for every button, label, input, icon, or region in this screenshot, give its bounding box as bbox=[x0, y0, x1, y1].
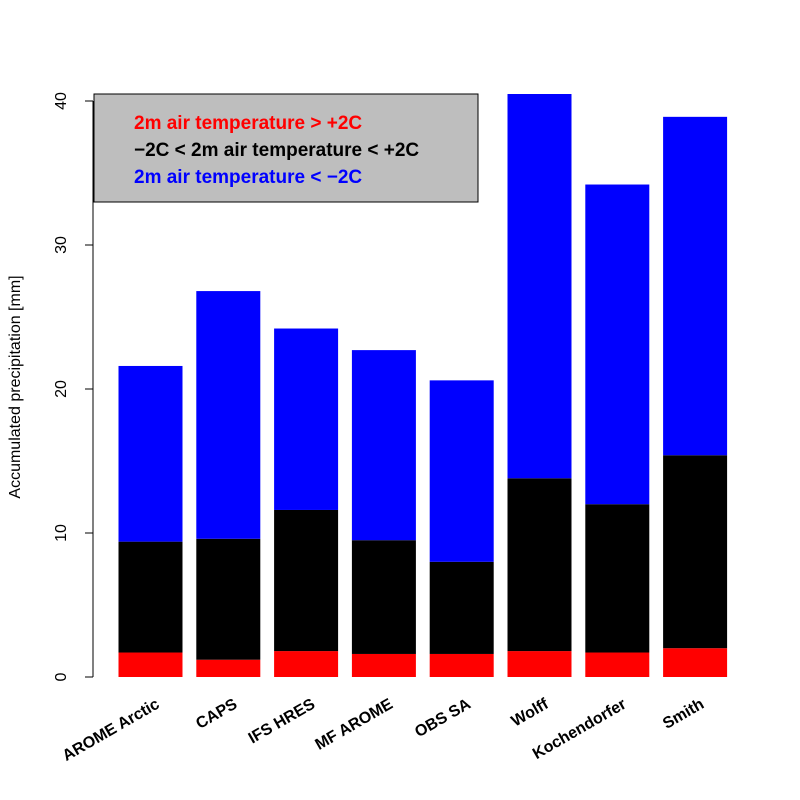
bar-segment bbox=[585, 504, 650, 653]
bar-segment bbox=[507, 651, 572, 677]
y-tick-label: 10 bbox=[53, 524, 70, 542]
x-tick-label: Wolff bbox=[509, 695, 552, 730]
bar-segment bbox=[663, 116, 728, 456]
x-tick-label: MF AROME bbox=[312, 696, 396, 754]
bar-segment bbox=[585, 184, 650, 505]
legend-box bbox=[93, 93, 479, 203]
legend-entry: 2m air temperature < −2C bbox=[134, 167, 362, 188]
y-tick-label: 30 bbox=[53, 236, 70, 254]
x-tick-label: OBS SA bbox=[412, 696, 474, 742]
bar-segment bbox=[118, 541, 183, 653]
bar-segment bbox=[351, 653, 416, 677]
bar-segment bbox=[118, 365, 183, 542]
bar-segment bbox=[429, 380, 494, 562]
bar-segment bbox=[274, 651, 339, 677]
y-tick-label: 20 bbox=[53, 380, 70, 398]
bar-segment bbox=[429, 561, 494, 654]
bar-segment bbox=[507, 478, 572, 652]
y-axis: 0 10 20 30 40 bbox=[53, 92, 94, 681]
bar-segment bbox=[429, 653, 494, 677]
y-axis-label: Accumulated precipitation [mm] bbox=[7, 275, 24, 498]
bar-segment bbox=[585, 652, 650, 677]
bar-segment bbox=[118, 652, 183, 677]
y-tick-label: 0 bbox=[53, 672, 70, 681]
bars bbox=[118, 94, 728, 677]
y-tick-label: 40 bbox=[53, 92, 70, 110]
bar-segment bbox=[196, 538, 261, 660]
legend-entry: 2m air temperature > +2C bbox=[134, 113, 362, 134]
x-tick-label: IFS HRES bbox=[246, 696, 319, 748]
x-tick-label: Smith bbox=[660, 696, 707, 733]
bar-segment bbox=[196, 291, 261, 539]
bar-segment bbox=[351, 540, 416, 654]
bar-segment bbox=[274, 328, 339, 510]
x-tick-label: AROME Arctic bbox=[60, 696, 163, 765]
bar-segment bbox=[274, 509, 339, 652]
bar-segment bbox=[663, 455, 728, 649]
bar-segment bbox=[507, 94, 572, 479]
bar-segment bbox=[196, 659, 261, 677]
bar-segment bbox=[663, 648, 728, 677]
legend-entry: −2C < 2m air temperature < +2C bbox=[134, 140, 419, 161]
x-tick-label: CAPS bbox=[193, 696, 240, 733]
legend: 2m air temperature > +2C −2C < 2m air tem… bbox=[93, 93, 479, 203]
bar-segment bbox=[351, 350, 416, 541]
